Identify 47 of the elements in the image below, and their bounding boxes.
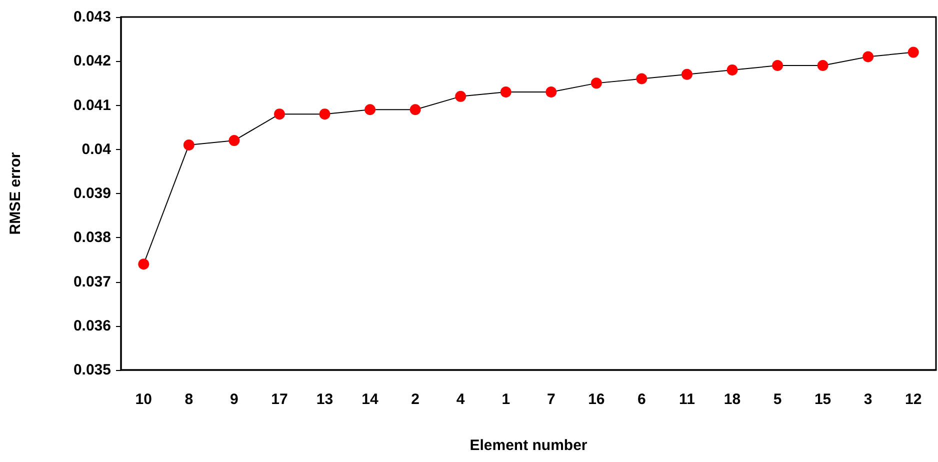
point <box>319 108 330 120</box>
x-tick-label: 6 <box>638 391 646 408</box>
y-tick-label: 0.041 <box>73 96 111 114</box>
point <box>636 73 648 84</box>
point <box>228 135 240 146</box>
y-tick-label: 0.035 <box>73 362 111 378</box>
y-tick-label: 0.04 <box>82 140 112 158</box>
point <box>590 78 602 89</box>
x-tick-label: 18 <box>724 391 741 408</box>
x-tick-label: 3 <box>864 391 872 408</box>
point <box>455 90 466 102</box>
y-axis-title: RMSE error <box>7 152 24 235</box>
x-tick-label: 8 <box>184 391 194 408</box>
x-tick-label: 9 <box>230 391 238 408</box>
y-tick-label: 0.043 <box>73 8 111 26</box>
x-tick-label: 17 <box>271 391 288 408</box>
x-tick-label: 16 <box>588 391 605 408</box>
x-axis-title: Element number <box>470 437 588 454</box>
point <box>817 60 828 72</box>
point <box>546 86 557 98</box>
x-tick-label: 14 <box>362 391 380 408</box>
y-tick-label: 0.037 <box>73 273 111 290</box>
point <box>274 108 285 120</box>
x-tick-label: 13 <box>316 391 334 408</box>
point <box>364 104 376 116</box>
x-tick-label: 7 <box>546 391 556 408</box>
point <box>908 46 919 58</box>
point <box>500 86 512 98</box>
point <box>183 139 194 150</box>
y-tick-label: 0.039 <box>73 185 111 202</box>
point <box>410 104 421 116</box>
x-tick-label: 2 <box>411 391 420 408</box>
y-tick-label: 0.042 <box>73 52 111 70</box>
y-tick-label: 0.038 <box>73 229 111 246</box>
point <box>138 258 150 270</box>
x-tick-label: 1 <box>502 391 510 408</box>
point <box>681 68 692 80</box>
x-tick-label: 12 <box>905 391 922 408</box>
point <box>772 60 784 72</box>
x-tick-label: 5 <box>773 391 782 408</box>
y-tick-label: 0.036 <box>73 317 111 334</box>
point <box>726 64 738 76</box>
x-tick-label: 11 <box>679 391 695 408</box>
x-tick-label: 15 <box>814 391 832 408</box>
point <box>862 51 874 62</box>
x-tick-label: 4 <box>456 391 466 408</box>
x-tick-label: 10 <box>135 391 152 408</box>
